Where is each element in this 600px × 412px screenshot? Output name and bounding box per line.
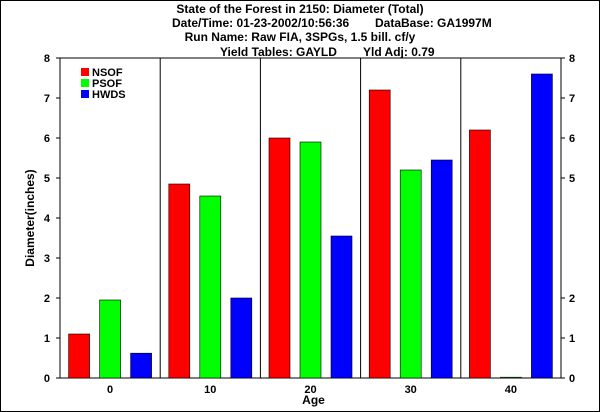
bar-psof-30	[399, 169, 422, 379]
y-tick-label-left: 0	[44, 373, 50, 385]
y-tick-label-right: 1	[569, 333, 575, 345]
bar-nsof-20	[268, 137, 291, 379]
chart-run-name: Run Name: Raw FIA, 3SPGs, 1.5 bill. cf/y	[184, 30, 416, 44]
legend-label-psof: PSOF	[92, 78, 122, 90]
y-tick-label-left: 1	[44, 333, 50, 345]
bar-nsof-40	[469, 129, 491, 379]
bar-hwds-20	[330, 235, 353, 379]
x-tick-label: 30	[405, 384, 417, 396]
y-tick-label-left: 6	[44, 133, 50, 145]
bar-nsof-10	[168, 183, 191, 379]
y-tick-label-right: 6	[569, 133, 575, 145]
bar-hwds-40	[531, 73, 553, 379]
legend-swatch-nsof	[81, 68, 89, 76]
y-tick-label-left: 2	[44, 293, 50, 305]
y-tick-label-right: 5	[569, 173, 575, 185]
y-tick-label-right: 8	[569, 53, 575, 65]
x-tick-label: 40	[505, 384, 517, 396]
y-axis-label: Diameter(inches)	[23, 169, 37, 266]
bar-psof-40	[500, 376, 522, 379]
x-tick-label: 10	[204, 384, 216, 396]
bar-hwds-0	[130, 352, 152, 379]
y-tick-label-right: 0	[569, 373, 575, 385]
bar-psof-0	[99, 299, 121, 379]
bar-nsof-0	[68, 333, 90, 379]
legend-label-nsof: NSOF	[92, 67, 123, 79]
y-tick-label-left: 8	[44, 53, 50, 65]
bar-hwds-30	[430, 159, 453, 379]
legend-label-hwds: HWDS	[92, 89, 126, 101]
y-tick-label-left: 5	[44, 173, 50, 185]
chart-title: State of the Forest in 2150: Diameter (T…	[176, 2, 424, 16]
chart-datetime: Date/Time: 01-23-2002/10:56:36	[172, 16, 350, 30]
chart-database: DataBase: GA1997M	[375, 16, 492, 30]
y-tick-label-right: 7	[569, 93, 575, 105]
chart-yield-adj: Yld Adj: 0.79	[363, 45, 435, 59]
legend-swatch-psof	[81, 79, 89, 87]
bar-hwds-10	[230, 297, 253, 379]
bar-psof-20	[299, 141, 322, 379]
bar-nsof-30	[368, 89, 391, 379]
legend-swatch-hwds	[81, 90, 89, 98]
y-tick-label-left: 3	[44, 253, 50, 265]
y-tick-label-left: 4	[44, 213, 51, 225]
y-tick-label-right: 2	[569, 293, 575, 305]
x-tick-label: 20	[304, 384, 316, 396]
chart-yield-tables: Yield Tables: GAYLD	[220, 45, 337, 59]
y-tick-label-left: 7	[44, 93, 50, 105]
x-axis-label: Age	[302, 393, 325, 407]
x-tick-label: 0	[107, 384, 113, 396]
bar-psof-10	[199, 195, 222, 379]
